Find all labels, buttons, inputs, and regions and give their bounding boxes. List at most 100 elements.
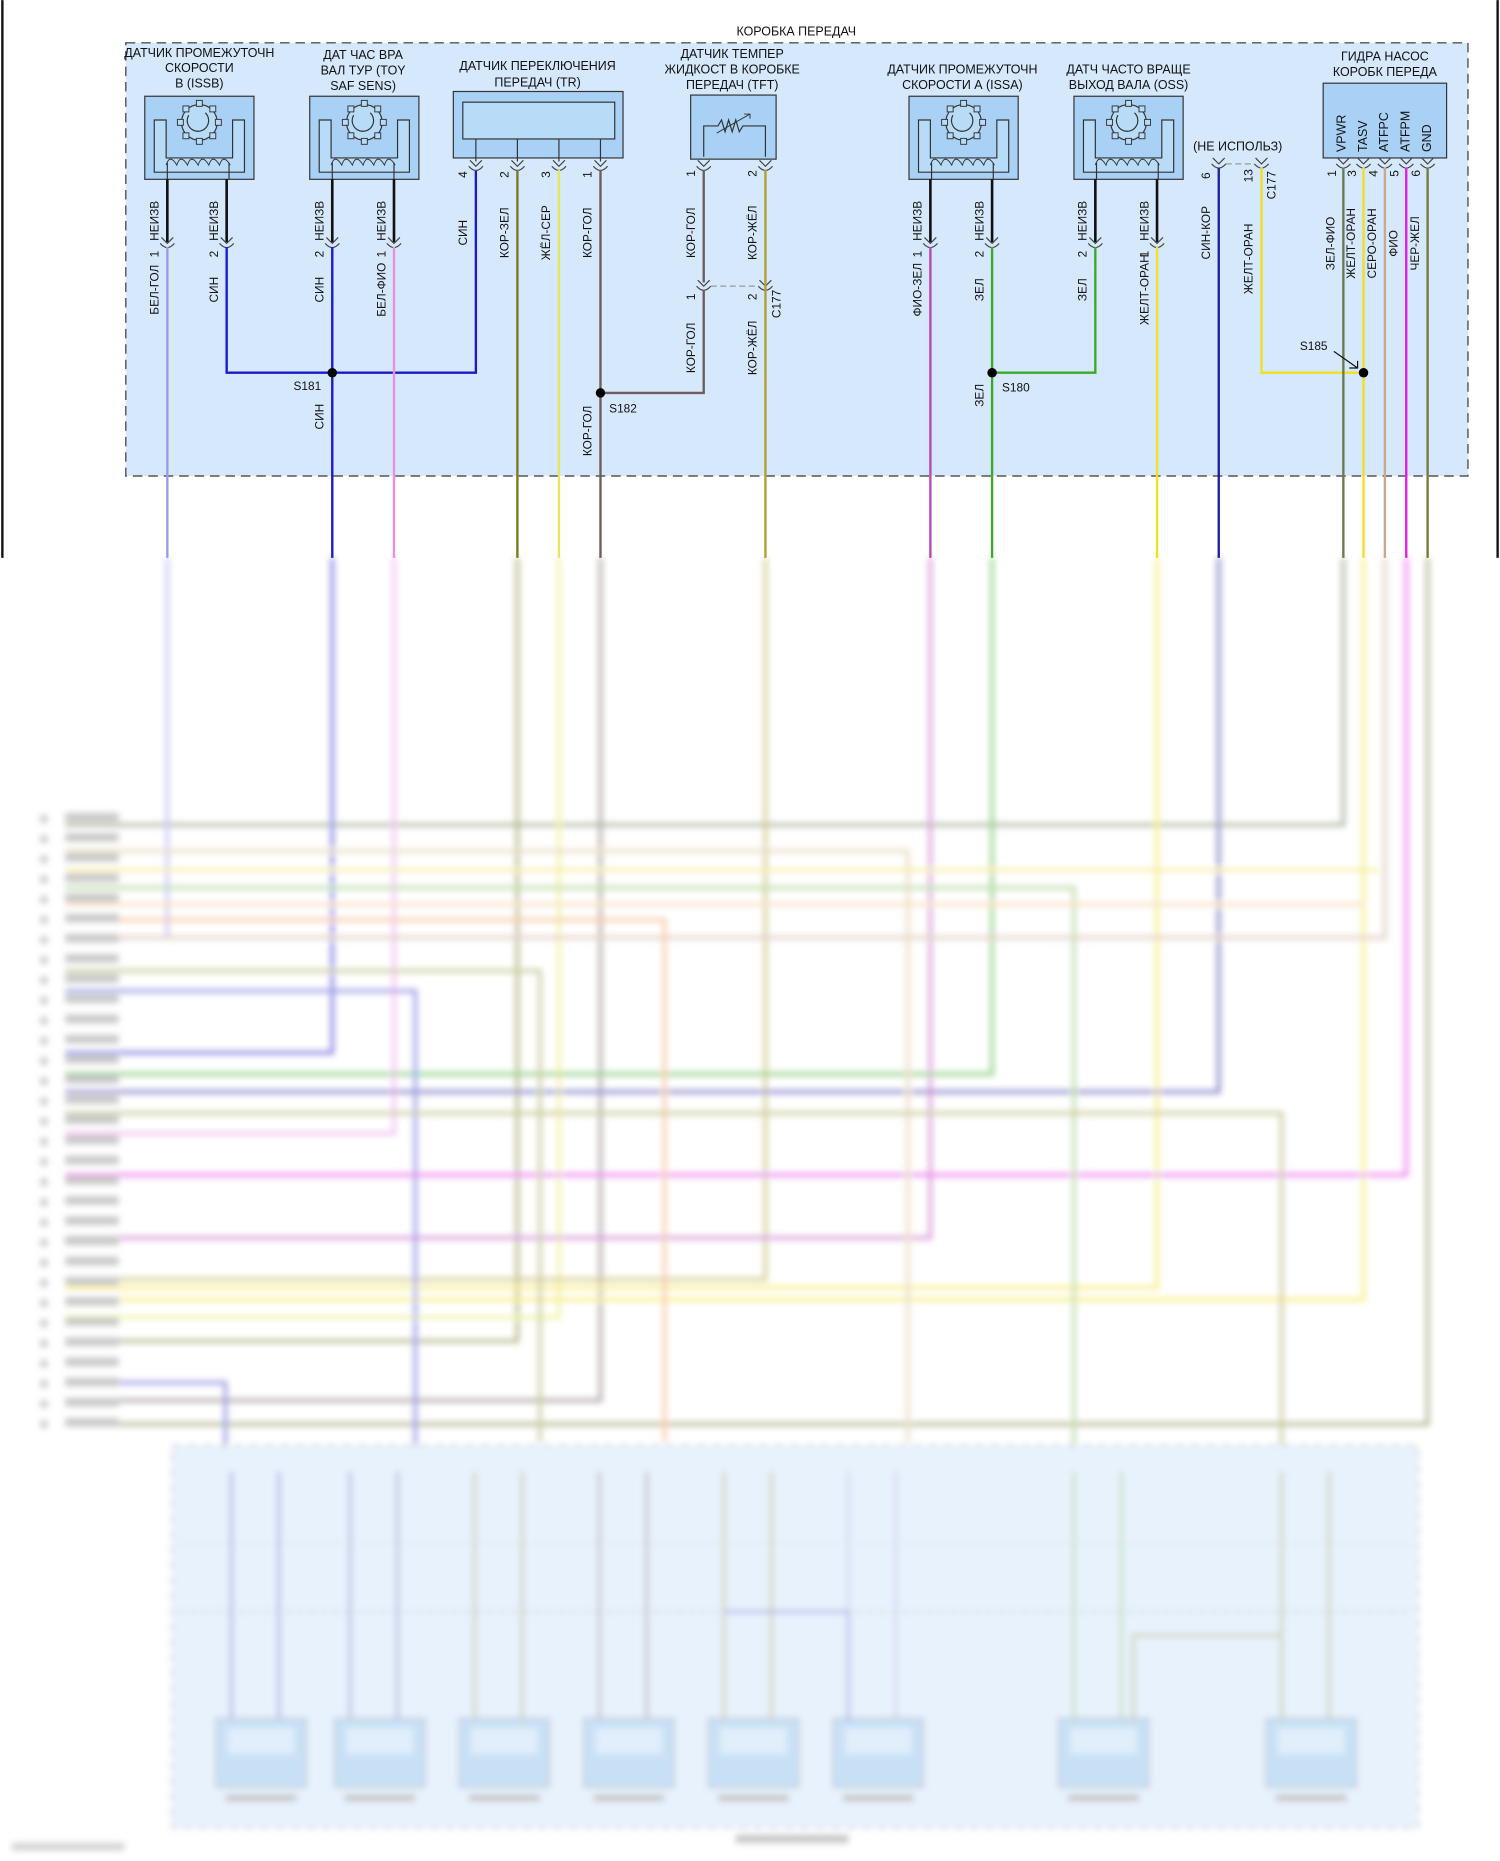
- component-title-tss: SAF SENS): [330, 79, 396, 93]
- wire-1: [225, 171, 478, 374]
- wire-color-label: СЕРО-ОРАН: [1365, 208, 1379, 278]
- component-title-tr: ПЕРЕДАЧ (TR): [494, 75, 580, 89]
- lead-label: НЕИЗВ: [1076, 201, 1090, 241]
- wire-15: [1260, 167, 1364, 374]
- splice-label: S182: [609, 402, 637, 416]
- blurred-label: [65, 1236, 119, 1245]
- pin-number: 3: [539, 171, 553, 178]
- pin-number: 1: [684, 293, 698, 300]
- pin-number: 3: [1345, 170, 1359, 177]
- wire-color-label: ЖЕЛТ-ОРАН: [1344, 208, 1358, 279]
- thermistor-icon: [703, 117, 767, 157]
- connector-pin-icon: [468, 159, 484, 172]
- component-title-tft: ПЕРЕДАЧ (TFT): [686, 78, 779, 92]
- component-title-pump: КОРОБК ПЕРЕДА: [1333, 65, 1438, 79]
- blurred-label: [65, 813, 119, 822]
- component-title-oss: ВЫХОД ВАЛА (OSS): [1069, 78, 1189, 92]
- blurred-wire: [65, 969, 542, 1442]
- blurred-label: [65, 1135, 119, 1145]
- wire-color-label: ФИО: [1387, 230, 1401, 257]
- wire-color-label: БЕЛ-ФИО: [374, 263, 388, 317]
- wire-color-label: СИН: [207, 277, 221, 303]
- diagram-title: КОРОБКА ПЕРЕДАЧ: [736, 24, 856, 38]
- pump-pin-label: TASV: [1356, 120, 1370, 152]
- component-title-issa: ДАТЧИК ПРОМЕЖУТОЧН: [887, 62, 1037, 76]
- pin-number: 6: [1409, 170, 1423, 177]
- connector-c177-label: C177: [769, 290, 783, 318]
- wire-color-label: КОР-ГОЛ: [684, 207, 698, 258]
- blurred-label: [65, 1418, 119, 1427]
- pin-number: 2: [498, 171, 512, 178]
- blurred-wire: [1131, 1633, 1282, 1721]
- blurred-label: [65, 994, 119, 1003]
- wire-color-label: ЗЕЛ: [1076, 278, 1090, 301]
- blurred-wire: [65, 557, 1221, 1094]
- wire-color-label: СИН: [313, 404, 327, 430]
- pin-number: 2: [313, 251, 327, 258]
- wire-8: [600, 289, 705, 395]
- pin-number: 4: [1366, 170, 1380, 177]
- blurred-label: [65, 1196, 119, 1205]
- blurred-label: [65, 1398, 119, 1407]
- blurred-wire: [65, 557, 603, 1403]
- blurred-label: [65, 1357, 119, 1367]
- blurred-wire: [65, 557, 520, 1343]
- wire-color-label: СИН: [313, 277, 327, 303]
- blurred-wire: [65, 557, 335, 1055]
- splice-S181: [327, 368, 338, 378]
- blurred-wire: [65, 557, 1409, 1177]
- component-title-pump: ГИДРА НАСОС: [1341, 49, 1429, 63]
- pump-pin-label: ATFPM: [1399, 111, 1413, 152]
- wire-color-label: КОР-ЖЁЛ: [746, 205, 760, 260]
- component-title-issa: СКОРОСТИ А (ISSA): [902, 78, 1023, 92]
- blurred-label: [65, 1256, 119, 1266]
- blurred-label: [65, 1055, 119, 1064]
- blurred-label: [65, 1297, 119, 1306]
- wire-color-label: КОР-ГОЛ: [684, 323, 698, 374]
- wire-color-label: ЗЕЛ: [972, 278, 986, 301]
- blurred-label: [65, 853, 119, 862]
- speed-sensor-tss: [309, 95, 420, 180]
- wire-color-label: КОР-ЗЕЛ: [498, 207, 512, 258]
- blurred-wire: [65, 557, 561, 1320]
- pin-number: 4: [456, 171, 470, 178]
- component-title-tft: ЖИДКОСТ В КОРОБКЕ: [665, 62, 800, 76]
- blurred-label: [65, 1377, 119, 1387]
- pin-number: 2: [746, 293, 760, 300]
- blurred-label: [65, 1176, 119, 1185]
- blurred-wire: [65, 557, 933, 1240]
- pin-number: 5: [1388, 170, 1402, 177]
- lead-label: НЕИЗВ: [148, 201, 162, 241]
- pump-pin-label: GND: [1420, 124, 1434, 152]
- splice-label: S185: [1300, 339, 1328, 353]
- blurred-wire: [65, 885, 1076, 1721]
- wire-color-label: КОР-ГОЛ: [581, 406, 595, 457]
- component-title-issb: В (ISSB): [175, 77, 223, 91]
- pin-number: 2: [972, 251, 986, 258]
- blurred-label: [65, 1095, 119, 1104]
- wire-color-label: ЧЕР-ЖЕЛ: [1408, 216, 1422, 270]
- blurred-wire: [65, 918, 667, 1442]
- pin-number: 2: [207, 251, 221, 258]
- pin-number: 2: [746, 170, 760, 177]
- component-title-tss: ВАЛ ТУР (TOY: [321, 64, 407, 78]
- blurred-label: [65, 1155, 119, 1165]
- speed-sensor-issa: [908, 95, 1019, 180]
- lead-label: НЕИЗВ: [1137, 201, 1151, 241]
- blurred-wire: [65, 557, 1366, 1302]
- splice-S185: [1358, 368, 1369, 378]
- blurred-label: [65, 893, 119, 903]
- pin-number: 13: [1242, 169, 1256, 183]
- blurred-label: [65, 833, 119, 842]
- wire-12: [992, 246, 1097, 374]
- wire-color-label: БЕЛ-ГОЛ: [148, 265, 162, 315]
- blurred-wire: [723, 1610, 850, 1721]
- lead-label: НЕИЗВ: [207, 201, 221, 241]
- pin-number: 1: [1137, 250, 1151, 257]
- pin-number: 1: [1325, 170, 1339, 177]
- pin-number: 6: [1199, 172, 1213, 179]
- blurred-label: [65, 1115, 119, 1124]
- lead-label: НЕИЗВ: [972, 201, 986, 241]
- splice-S180: [987, 368, 997, 378]
- blurred-wire: [65, 557, 994, 1076]
